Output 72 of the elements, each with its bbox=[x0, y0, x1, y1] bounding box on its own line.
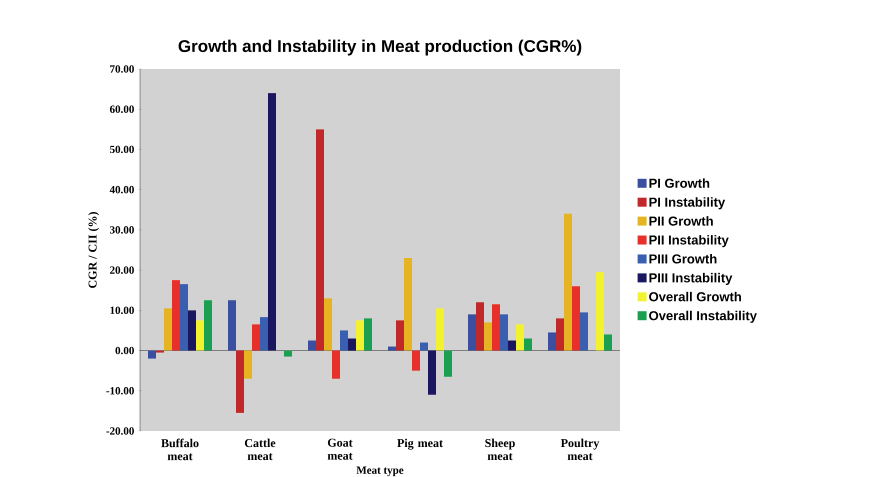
bar bbox=[428, 350, 436, 395]
bar bbox=[388, 346, 396, 351]
chart-title: Growth and Instability in Meat production (CGR%) bbox=[178, 40, 582, 56]
bar bbox=[404, 258, 412, 351]
bar bbox=[204, 300, 212, 351]
bar bbox=[524, 338, 532, 351]
bar bbox=[348, 338, 356, 351]
bar bbox=[436, 308, 444, 351]
bar bbox=[260, 317, 268, 351]
legend-label: PIII Instability bbox=[649, 272, 732, 286]
y-axis-title: CGR / CII (%) bbox=[88, 212, 100, 288]
y-tick-label: 30.00 bbox=[110, 226, 134, 234]
x-tick-label: Cattle meat bbox=[244, 438, 276, 460]
bar bbox=[468, 314, 476, 351]
bar bbox=[316, 129, 324, 351]
bar bbox=[364, 318, 372, 351]
legend-label: PI Instability bbox=[649, 197, 726, 210]
y-tick-label: 40.00 bbox=[110, 186, 134, 194]
bar bbox=[244, 350, 252, 379]
bar bbox=[180, 284, 188, 351]
bar bbox=[604, 334, 612, 351]
bar bbox=[196, 320, 204, 351]
bar bbox=[556, 318, 564, 351]
legend-label: Overall Instability bbox=[649, 310, 757, 323]
bar bbox=[228, 300, 236, 351]
bar bbox=[596, 272, 604, 351]
bar bbox=[572, 286, 580, 351]
bar bbox=[356, 320, 364, 351]
legend-label: PII Instability bbox=[649, 235, 729, 248]
bar bbox=[484, 322, 492, 351]
bar bbox=[516, 324, 524, 351]
bar bbox=[340, 330, 348, 351]
legend-label: PII Growth bbox=[649, 216, 713, 226]
y-tick-label: -20.00 bbox=[106, 427, 134, 435]
x-tick-label: Sheep meat bbox=[485, 438, 515, 460]
bar bbox=[148, 350, 156, 359]
y-tick-label: -10.00 bbox=[106, 387, 134, 395]
bar bbox=[476, 302, 484, 351]
y-tick-label: 70.00 bbox=[110, 65, 134, 73]
x-tick-label: Pig meat bbox=[397, 438, 443, 450]
bar bbox=[188, 310, 196, 351]
bar bbox=[172, 280, 180, 351]
x-tick-label: Goat meat bbox=[328, 438, 353, 460]
bar bbox=[508, 340, 516, 351]
legend-label: PI Growth bbox=[649, 178, 710, 188]
bar bbox=[492, 304, 500, 351]
bar bbox=[284, 350, 292, 357]
legend-label: Overall Growth bbox=[649, 292, 741, 302]
bar bbox=[396, 320, 404, 351]
bar bbox=[420, 342, 428, 351]
x-axis-title: Meat type bbox=[356, 466, 404, 476]
bar bbox=[412, 350, 420, 371]
bar bbox=[308, 340, 316, 351]
x-tick-label: Poultry meat bbox=[560, 438, 600, 460]
bar bbox=[564, 214, 572, 351]
y-tick-label: 20.00 bbox=[110, 266, 134, 274]
bar bbox=[324, 298, 332, 351]
bar bbox=[236, 350, 244, 413]
bar bbox=[500, 314, 508, 351]
x-tick-label: Buffalo meat bbox=[161, 438, 199, 460]
bar bbox=[444, 350, 452, 377]
y-tick-label: 0.00 bbox=[116, 346, 134, 354]
bar bbox=[164, 308, 172, 351]
bar bbox=[268, 93, 276, 351]
bar bbox=[252, 324, 260, 351]
y-tick-label: 60.00 bbox=[110, 105, 134, 113]
bar bbox=[580, 312, 588, 351]
bar bbox=[548, 332, 556, 351]
y-tick-label: 50.00 bbox=[110, 146, 134, 154]
y-tick-label: 10.00 bbox=[110, 306, 134, 314]
legend-label: PIII Growth bbox=[649, 254, 716, 264]
bar bbox=[332, 350, 340, 379]
